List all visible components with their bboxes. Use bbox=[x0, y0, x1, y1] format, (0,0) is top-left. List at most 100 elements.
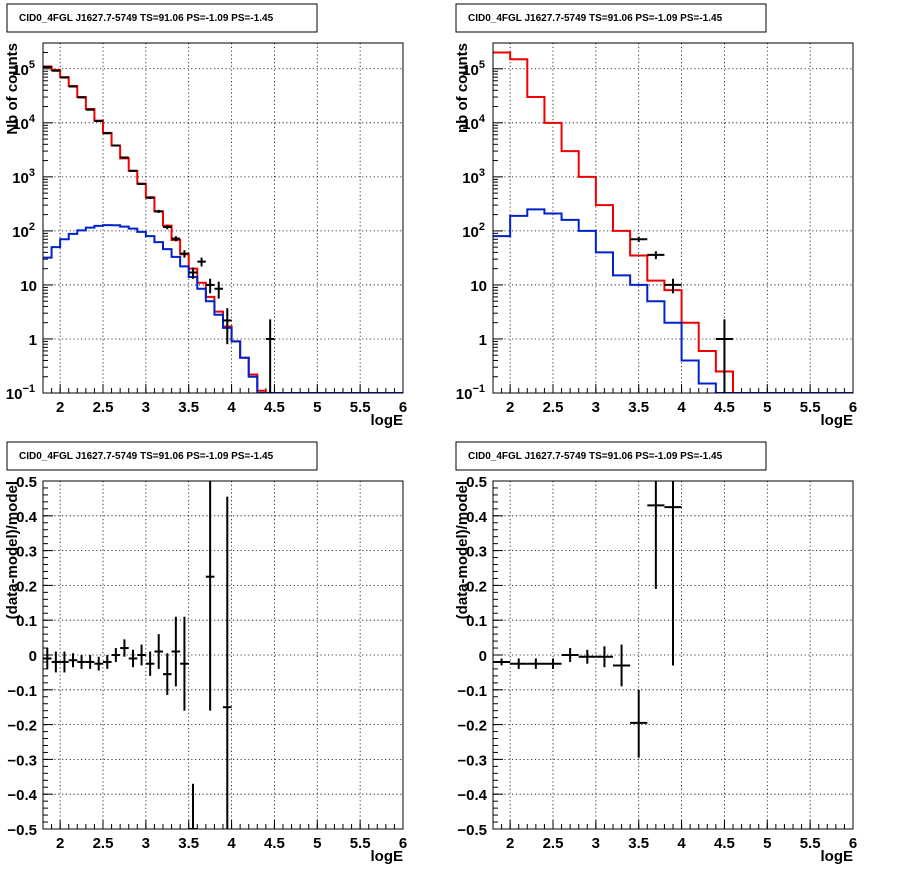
data-point bbox=[171, 616, 181, 687]
x-tick-label: 5.5 bbox=[800, 399, 821, 416]
plot-frame bbox=[492, 480, 854, 830]
x-tick-label: 3.5 bbox=[178, 399, 199, 416]
data-point bbox=[493, 658, 511, 666]
y-tick-label: 0 bbox=[479, 648, 487, 665]
x-tick-label: 4 bbox=[227, 835, 236, 852]
data-point bbox=[120, 156, 129, 159]
plot-frame bbox=[42, 42, 404, 394]
y-tick-label: 102 bbox=[12, 221, 35, 241]
x-axis-title: logE bbox=[821, 848, 854, 865]
y-tick-label: −0.4 bbox=[457, 787, 487, 804]
x-tick-label: 3.5 bbox=[178, 835, 199, 852]
y-tick-label: 0.5 bbox=[16, 474, 37, 491]
x-tick-label: 5 bbox=[313, 399, 321, 416]
x-tick-label: 6 bbox=[849, 399, 857, 416]
x-tick-label: 2.5 bbox=[93, 399, 114, 416]
x-axis-title: logE bbox=[371, 848, 404, 865]
y-tick-label: −0.4 bbox=[7, 787, 37, 804]
data-point bbox=[137, 644, 146, 666]
data-point bbox=[94, 656, 103, 671]
y-axis-title: Nb of counts bbox=[4, 43, 21, 135]
y-tick-label: 0.5 bbox=[466, 474, 487, 491]
x-tick-label: 3 bbox=[592, 835, 600, 852]
x-tick-label: 4 bbox=[677, 399, 686, 416]
x-tick-label: 2 bbox=[506, 835, 514, 852]
y-tick-label: 104 bbox=[12, 113, 36, 133]
data-point bbox=[595, 646, 613, 668]
plot-frame bbox=[42, 480, 404, 830]
x-tick-label: 2.5 bbox=[543, 399, 564, 416]
x-tick-label: 2 bbox=[56, 399, 64, 416]
title-box bbox=[6, 441, 318, 471]
x-tick-label: 5.5 bbox=[350, 835, 371, 852]
y-axis-title: nb of counts bbox=[454, 43, 471, 133]
y-tick-label: 103 bbox=[462, 167, 485, 187]
y-tick-label: 104 bbox=[462, 113, 486, 133]
x-tick-label: 6 bbox=[399, 835, 407, 852]
data-point bbox=[43, 648, 52, 669]
x-axis-title: logE bbox=[821, 412, 854, 429]
chart-panel-4: 2 2.5 3 3.5 4 4.5 5 5.5 6 −0.5 −0.4 −0.3 −0.2 −0.1 0 0.… bbox=[454, 441, 857, 865]
y-tick-label: 0.3 bbox=[16, 544, 37, 561]
background-histogram bbox=[493, 208, 853, 393]
y-axis-title: (data-model)/model bbox=[454, 481, 471, 619]
y-tick-label: 0.4 bbox=[16, 509, 38, 526]
data-point bbox=[223, 308, 232, 345]
data-point bbox=[510, 658, 528, 669]
model-histogram bbox=[43, 65, 403, 393]
data-point bbox=[163, 224, 172, 230]
y-tick-label: 0.4 bbox=[466, 509, 488, 526]
data-point bbox=[103, 132, 112, 135]
y-tick-label: 0.2 bbox=[16, 578, 37, 595]
x-tick-label: 3.5 bbox=[628, 399, 649, 416]
title-box bbox=[455, 3, 767, 33]
y-tick-label: −0.3 bbox=[7, 752, 37, 769]
x-axis-title: logE bbox=[371, 412, 404, 429]
data-point bbox=[77, 655, 86, 669]
background-histogram bbox=[43, 224, 403, 393]
data-point bbox=[630, 689, 648, 758]
x-tick-label: 4 bbox=[677, 835, 686, 852]
data-point bbox=[561, 648, 579, 662]
y-tick-label: 102 bbox=[462, 221, 485, 241]
y-axis-title: (data-model)/model bbox=[4, 481, 21, 619]
plot-area bbox=[43, 65, 403, 393]
y-tick-label: 10−1 bbox=[6, 383, 35, 403]
x-tick-label: 6 bbox=[849, 835, 857, 852]
chart-title: CID0_4FGL J1627.7-5749 TS=91.06 PS=-1.09… bbox=[19, 13, 274, 24]
x-tick-label: 2 bbox=[56, 835, 64, 852]
y-tick-label: −0.1 bbox=[7, 683, 37, 700]
y-tick-label: 105 bbox=[462, 59, 485, 79]
y-tick-label: 0.1 bbox=[466, 613, 487, 630]
data-point bbox=[664, 278, 682, 294]
data-point bbox=[111, 144, 121, 147]
x-tick-label: 4.5 bbox=[714, 835, 735, 852]
chart-title: CID0_4FGL J1627.7-5749 TS=91.06 PS=-1.09… bbox=[19, 451, 274, 462]
x-tick-label: 2.5 bbox=[543, 835, 564, 852]
chart-panel-1: 2 2.5 3 3.5 4 4.5 5 5.5 6 10−1 1 10 102 103 104 105 logE… bbox=[4, 3, 407, 429]
plot-area bbox=[493, 51, 853, 393]
data-point bbox=[163, 653, 172, 696]
y-tick-label: −0.5 bbox=[7, 822, 37, 839]
y-tick-label: −0.2 bbox=[7, 718, 37, 735]
data-point bbox=[68, 653, 78, 668]
plot-frame bbox=[492, 42, 854, 394]
data-point bbox=[715, 319, 733, 393]
x-tick-label: 4 bbox=[227, 399, 236, 416]
y-tick-label: 10−1 bbox=[456, 383, 485, 403]
y-tick-label: 0 bbox=[29, 648, 37, 665]
plot-area bbox=[43, 481, 232, 829]
chart-panel-3: 2 2.5 3 3.5 4 4.5 5 5.5 6 −0.5 −0.4 −0.3 −0.2 −0.1 0 0.… bbox=[4, 441, 407, 865]
y-tick-label: 0.2 bbox=[466, 578, 487, 595]
data-point bbox=[180, 616, 189, 711]
x-tick-label: 5 bbox=[313, 835, 321, 852]
chart-title: CID0_4FGL J1627.7-5749 TS=91.06 PS=-1.09… bbox=[468, 451, 723, 462]
data-point bbox=[578, 649, 596, 664]
data-point bbox=[103, 655, 112, 669]
x-tick-label: 4.5 bbox=[264, 399, 285, 416]
data-point bbox=[265, 319, 275, 393]
data-point bbox=[128, 649, 138, 668]
data-point bbox=[180, 250, 189, 258]
data-point bbox=[51, 651, 61, 673]
